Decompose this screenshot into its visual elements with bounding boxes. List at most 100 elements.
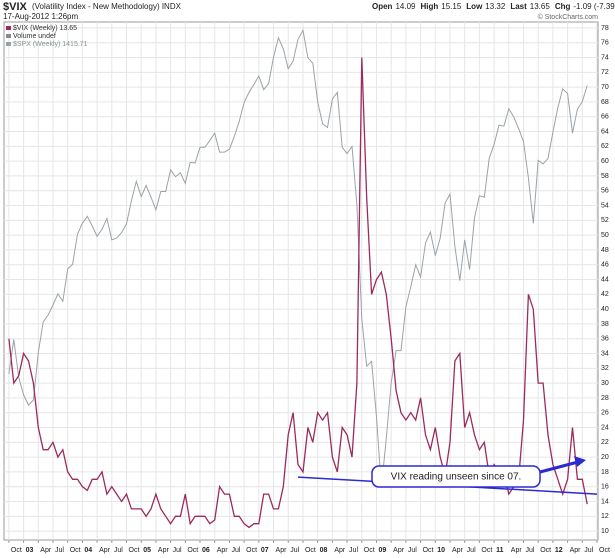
x-tick-label: Jul [467, 547, 476, 554]
x-tick-label: Apr [511, 547, 523, 554]
x-tick-label: Apr [334, 547, 346, 554]
x-tick-label: Oct [481, 547, 492, 554]
x-tick-label: Apr [570, 547, 582, 554]
y-tick-label: 60 [601, 158, 609, 165]
y-tick-label: 56 [601, 188, 609, 195]
x-tick-label: 11 [496, 547, 504, 554]
legend-label: $VIX (Weekly) 13.65 [13, 25, 77, 32]
x-tick-label: Jul [114, 547, 123, 554]
x-tick-label: 07 [261, 547, 269, 554]
quote-label: High [420, 2, 438, 11]
chart-subtitle: (Volatility Index - New Methodology) IND… [32, 2, 182, 11]
credit: © StockCharts.com [538, 13, 599, 21]
x-tick-label: Apr [158, 547, 170, 554]
y-tick-label: 14 [601, 498, 609, 505]
x-tick-label: 05 [143, 547, 151, 554]
x-tick-label: Jul [231, 547, 240, 554]
y-tick-label: 52 [601, 217, 609, 224]
legend-swatch [6, 42, 11, 46]
y-tick-label: 68 [601, 99, 609, 106]
y-tick-label: 58 [601, 173, 609, 180]
quote-label: Low [466, 2, 483, 11]
y-tick-label: 32 [601, 365, 609, 372]
y-tick-label: 62 [601, 143, 609, 150]
y-tick-label: 42 [601, 291, 609, 298]
quote-value: 15.15 [441, 2, 462, 11]
y-tick-label: 70 [601, 84, 609, 91]
y-tick-label: 66 [601, 114, 609, 121]
y-tick-label: 12 [601, 513, 609, 520]
y-tick-label: 74 [601, 54, 609, 61]
y-tick-label: 50 [601, 232, 609, 239]
x-tick-label: Oct [246, 547, 257, 554]
y-tick-label: 78 [601, 25, 609, 32]
y-tick-label: 48 [601, 247, 609, 254]
x-tick-label: Oct [11, 547, 22, 554]
annotation-arrow [539, 460, 579, 474]
x-tick-label: 08 [320, 547, 328, 554]
x-tick-label: Apr [393, 547, 405, 554]
quote-value: -1.09 (-7.39%) [573, 2, 615, 11]
x-tick-label: Oct [187, 547, 198, 554]
y-tick-label: 54 [601, 202, 609, 209]
quote-label: Last [510, 2, 527, 11]
x-tick-label: Jul [349, 547, 358, 554]
x-tick-label: Jul [584, 547, 593, 554]
x-tick-label: 03 [26, 547, 34, 554]
x-tick-label: Apr [276, 547, 288, 554]
plot-frame [3, 21, 599, 541]
y-tick-label: 46 [601, 262, 609, 269]
y-tick-label: 20 [601, 454, 609, 461]
y-tick-label: 64 [601, 128, 609, 135]
x-tick-label: Jul [173, 547, 182, 554]
y-tick-label: 76 [601, 40, 609, 47]
x-tick-label: Jul [290, 547, 299, 554]
y-tick-label: 22 [601, 439, 609, 446]
series-line [8, 28, 588, 488]
x-tick-label: Jul [525, 547, 534, 554]
x-tick-label: 06 [202, 547, 210, 554]
quote-value: 13.32 [485, 2, 506, 11]
y-tick-label: 26 [601, 410, 609, 417]
x-tick-label: Jul [55, 547, 64, 554]
quote-value: 13.65 [530, 2, 551, 11]
legend-label: $SPX (Weekly) 1415.71 [13, 41, 88, 48]
annotation: VIX reading unseen since 07. [391, 472, 522, 483]
y-tick-label: 38 [601, 321, 609, 328]
y-tick-label: 16 [601, 484, 609, 491]
x-tick-label: Oct [599, 547, 610, 554]
legend-swatch [6, 34, 11, 38]
annotation-box [371, 465, 541, 488]
legend-label: Volume undef [13, 33, 56, 40]
x-tick-label: Oct [364, 547, 375, 554]
legend-swatch [6, 26, 11, 30]
x-tick-label: 04 [84, 547, 92, 554]
chart-title: $VIX [3, 1, 28, 13]
x-tick-label: Oct [129, 547, 140, 554]
y-tick-label: 34 [601, 350, 609, 357]
y-tick-label: 72 [601, 69, 609, 76]
quote-label: Open [372, 2, 393, 11]
x-tick-label: Jul [408, 547, 417, 554]
y-tick-label: 24 [601, 424, 609, 431]
x-tick-label: Oct [540, 547, 551, 554]
x-tick-label: Apr [217, 547, 229, 554]
x-tick-label: 12 [555, 547, 563, 554]
y-tick-label: 10 [601, 528, 609, 535]
grid [4, 22, 598, 543]
x-tick-label: Oct [305, 547, 316, 554]
y-tick-label: 30 [601, 380, 609, 387]
x-tick-label: Oct [70, 547, 81, 554]
y-tick-label: 28 [601, 395, 609, 402]
y-tick-label: 44 [601, 276, 609, 283]
y-tick-label: 40 [601, 306, 609, 313]
quote-value: 14.09 [395, 2, 416, 11]
x-tick-label: Oct [423, 547, 434, 554]
quote-label: Chg [555, 2, 571, 11]
labels: 10 12 14 16 18 20 22 24 26 28 30 32 34 36 38 40 42 44 46 48… [6, 25, 610, 554]
x-tick-label: 10 [437, 547, 445, 554]
x-tick-label: Apr [40, 547, 52, 554]
date: 17-Aug-2012 1:26pm [3, 12, 79, 21]
